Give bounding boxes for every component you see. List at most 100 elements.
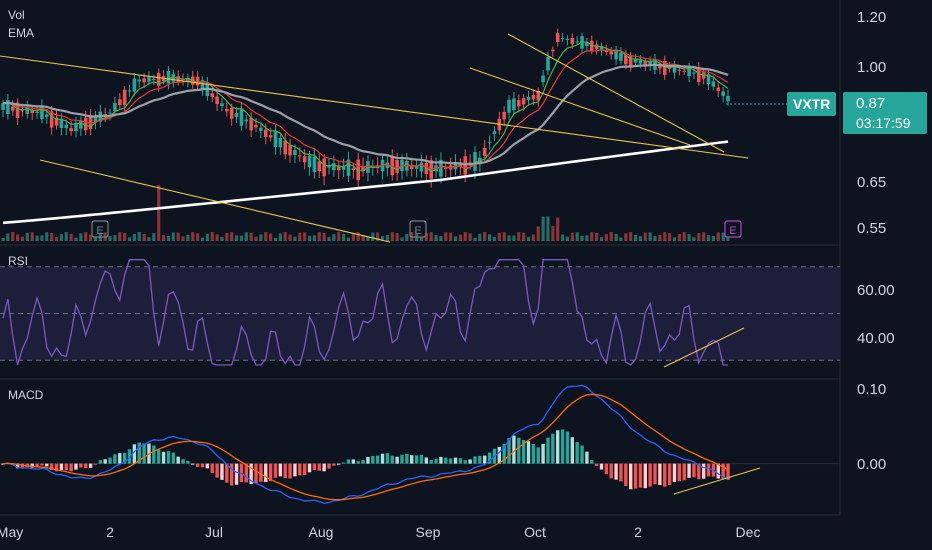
candle: [147, 77, 151, 82]
macd-histogram-bar: [35, 463, 39, 468]
volume-bar: [176, 232, 180, 241]
macd-histogram-bar: [229, 463, 234, 486]
volume-bar: [264, 232, 268, 241]
time-tick: Dec: [736, 524, 761, 540]
volume-bar: [497, 232, 501, 241]
volume-bar: [468, 233, 472, 241]
volume-bar: [6, 233, 10, 241]
macd-histogram-bar: [677, 463, 682, 482]
macd-histogram-bar: [273, 463, 278, 478]
candle: [687, 67, 691, 77]
candle: [215, 96, 219, 105]
volume-bar: [220, 236, 224, 241]
volume-bar: [239, 235, 244, 241]
macd-histogram-bar: [220, 463, 224, 480]
volume-bar: [687, 234, 691, 241]
macd-histogram-bar: [332, 463, 336, 466]
volume-bar: [1, 238, 5, 241]
candle: [546, 57, 550, 71]
candle: [74, 122, 78, 131]
volume-bar: [337, 232, 341, 241]
volume-bar: [283, 232, 287, 241]
candle: [599, 46, 604, 51]
macd-histogram-bar: [234, 463, 239, 485]
macd-histogram-bar: [259, 463, 263, 482]
candle: [322, 158, 326, 177]
macd-histogram-bar: [132, 444, 137, 464]
macd-histogram-bar: [161, 451, 166, 464]
candle: [643, 61, 648, 66]
candle: [254, 125, 258, 128]
time-tick: 2: [106, 524, 114, 540]
volume-bar: [492, 236, 497, 241]
volume-bar: [633, 234, 638, 241]
candle: [570, 37, 575, 45]
macd-histogram-bar: [521, 440, 526, 464]
candle: [336, 165, 341, 171]
macd-histogram-bar: [478, 455, 482, 464]
volume-bar: [453, 236, 458, 241]
candle: [283, 140, 288, 155]
volume-bar: [458, 234, 462, 241]
volume-bar: [196, 233, 200, 241]
macd-histogram-bar: [609, 463, 613, 479]
volume-bar: [30, 232, 34, 241]
candle: [575, 41, 579, 43]
candle: [83, 117, 88, 131]
volume-bar: [478, 233, 482, 241]
volume-bar: [702, 232, 706, 241]
candle: [424, 162, 429, 175]
candle: [137, 79, 142, 82]
candle: [638, 60, 643, 64]
macd-histogram-bar: [166, 451, 171, 464]
macd-histogram-bar: [59, 463, 64, 470]
candle: [482, 147, 487, 157]
volume-bar: [536, 226, 540, 241]
candle: [555, 33, 560, 42]
earnings-marker-label: E: [96, 225, 103, 237]
volume-bar: [278, 233, 282, 241]
volume-bar: [307, 235, 312, 241]
volume-bar: [395, 233, 399, 241]
candle: [225, 108, 229, 112]
volume-bar: [147, 237, 151, 241]
candle: [327, 165, 331, 168]
macd-histogram-bar: [395, 456, 399, 464]
candle: [25, 107, 30, 114]
last-price: 0.87: [856, 95, 886, 112]
macd-histogram-bar: [555, 430, 560, 464]
volume-bar: [439, 235, 443, 241]
macd-histogram-bar: [405, 453, 409, 464]
volume-bar: [171, 232, 175, 241]
candle: [317, 161, 322, 172]
macd-histogram-bar: [84, 463, 88, 469]
price-tick: 1.20: [857, 9, 886, 26]
candle: [521, 98, 526, 105]
volume-bar: [400, 237, 404, 241]
macd-histogram-bar: [254, 463, 258, 484]
macd-histogram-bar: [614, 463, 618, 480]
volume-bar: [88, 234, 93, 241]
volume-bar: [643, 232, 647, 241]
macd-histogram-bar: [40, 463, 44, 466]
candle: [234, 113, 239, 118]
volume-bar: [215, 234, 219, 241]
volume-bar: [351, 233, 355, 241]
macd-histogram-bar: [118, 453, 122, 464]
volume-bar: [205, 233, 209, 241]
macd-histogram-bar: [195, 463, 200, 468]
volume-bar: [186, 234, 190, 241]
macd-label: MACD: [8, 388, 44, 402]
candle: [79, 121, 83, 129]
volume-bar: [449, 232, 453, 241]
candle: [132, 78, 137, 92]
candle: [293, 149, 297, 156]
candle: [604, 49, 609, 52]
candle: [312, 156, 317, 173]
macd-histogram-bar: [692, 463, 696, 478]
macd-histogram-bar: [453, 457, 458, 464]
volume-bar: [483, 232, 487, 241]
volume-bar: [332, 234, 336, 241]
volume-bar: [93, 236, 98, 241]
